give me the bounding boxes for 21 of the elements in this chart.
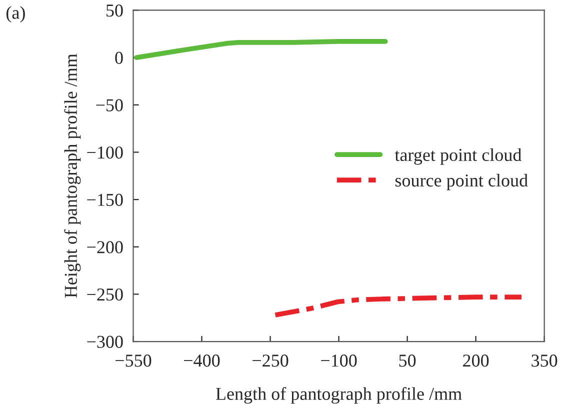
y-axis-title: Height of pantograph profile /mm: [64, 54, 81, 298]
x-tick-label: −100: [321, 354, 357, 367]
y-tick-label: −300: [87, 336, 123, 348]
y-tick-label: −50: [96, 99, 123, 112]
x-tick-label: 350: [532, 354, 558, 367]
y-tick-label: −250: [87, 288, 123, 301]
x-axis-title: Length of pantograph profile /mm: [216, 387, 462, 404]
line-series: [134, 39, 388, 60]
y-tick-label: −100: [87, 146, 123, 159]
y-tick-label: −200: [87, 241, 123, 254]
x-tick-label: 50: [399, 354, 416, 367]
x-tick-label: −550: [116, 354, 152, 367]
legend-label: source point cloud: [395, 174, 528, 190]
text: (a): [6, 6, 25, 22]
y-tick-label: −150: [87, 194, 123, 206]
y-tick-label: 0: [115, 52, 123, 64]
x-tick-label: 200: [463, 354, 489, 367]
x-tick-label: −400: [184, 354, 220, 367]
x-tick-label: −250: [252, 354, 288, 367]
y-tick-label: 50: [106, 4, 123, 17]
legend-label: target point cloud: [394, 148, 522, 165]
